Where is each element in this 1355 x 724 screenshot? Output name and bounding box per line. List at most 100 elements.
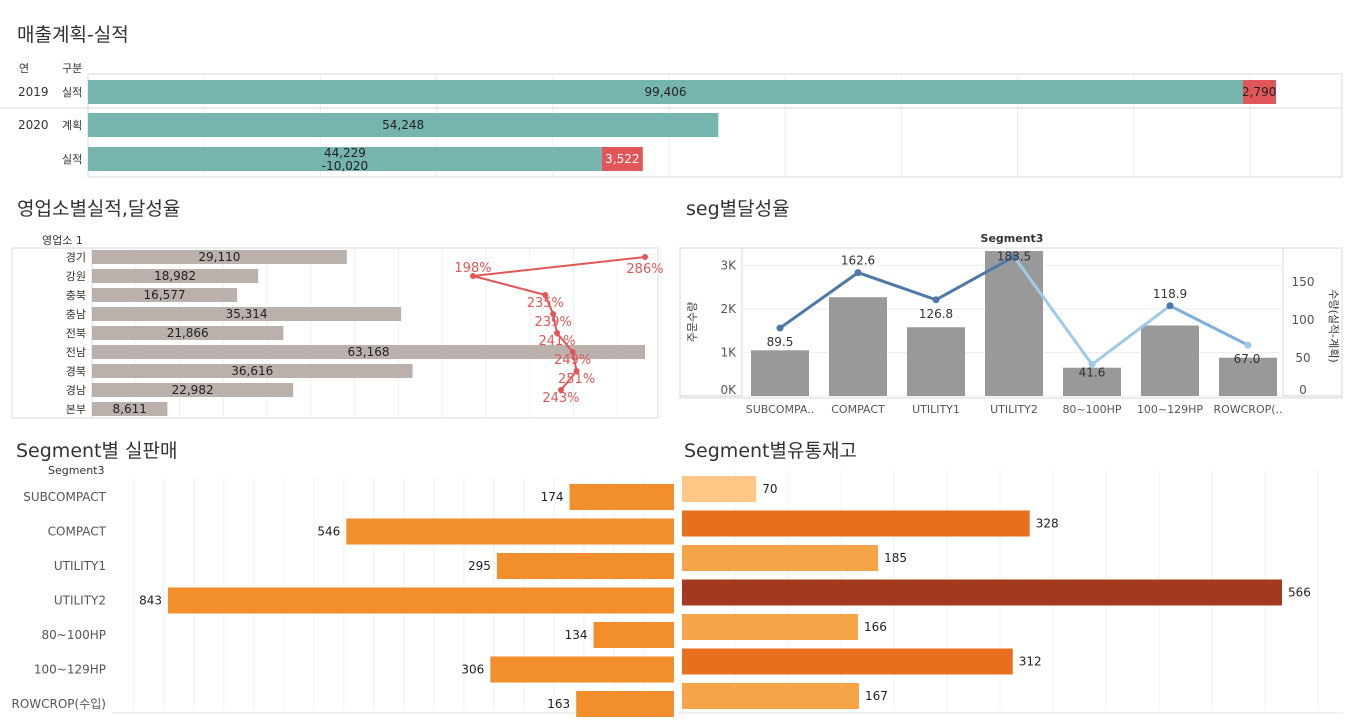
rate-label: 126.8 — [919, 307, 953, 321]
rate-label: 41.6 — [1079, 365, 1106, 379]
bar-third — [1275, 80, 1277, 104]
office-label: 강원 — [66, 270, 86, 283]
bar-sub-label: -10,020 — [322, 159, 368, 173]
rate-point — [569, 349, 576, 355]
right-tick: 0 — [1299, 383, 1307, 397]
segment-label: 100~129HP — [34, 663, 106, 677]
office-bar — [92, 326, 284, 340]
seg-bar — [985, 251, 1043, 396]
seg-category-label: SUBCOMPA.. — [746, 403, 814, 416]
office-bar-label: 21,866 — [167, 326, 209, 340]
office-bar — [92, 250, 347, 264]
rate-point — [1088, 360, 1096, 368]
sales-value-label: 134 — [565, 628, 588, 642]
seg-category-label: 100~129HP — [1137, 403, 1203, 416]
rate-label: 251% — [558, 372, 595, 387]
seg-bar — [1063, 367, 1121, 396]
office-label: 본부 — [66, 403, 86, 416]
office-bar-label: 35,314 — [226, 307, 268, 321]
seg-category-label: UTILITY1 — [912, 403, 960, 416]
rate-label: 183.5 — [997, 250, 1031, 264]
office-label: 전남 — [66, 346, 86, 359]
office-label: 충남 — [66, 308, 86, 321]
rate-point — [554, 330, 561, 336]
type-label: 실적 — [62, 86, 82, 99]
stock-value-label: 70 — [762, 482, 777, 496]
seg-bar — [907, 327, 965, 396]
rate-label: 286% — [626, 262, 663, 277]
left-tick: 0K — [720, 383, 737, 397]
rate-point — [776, 324, 784, 332]
stock-value-label: 312 — [1019, 655, 1042, 669]
type-label: 계획 — [62, 119, 82, 132]
office-bar-label: 63,168 — [348, 345, 390, 359]
segment-label: SUBCOMPACT — [23, 490, 106, 504]
sales-value-label: 843 — [139, 594, 162, 608]
rate-point — [854, 269, 862, 277]
bar-main — [88, 113, 719, 137]
stock-bar — [682, 614, 858, 640]
sales-value-label: 306 — [461, 663, 484, 677]
rate-point — [1244, 341, 1252, 349]
rate-label: 243% — [542, 391, 579, 406]
seg-category-label: COMPACT — [831, 403, 885, 416]
left-tick: 3K — [720, 258, 737, 272]
stock-value-label: 566 — [1288, 586, 1311, 600]
segment-label: COMPACT — [48, 525, 107, 539]
office-bar — [92, 269, 259, 283]
rate-label: 198% — [454, 261, 491, 276]
rate-point — [550, 311, 557, 317]
sales-bar — [593, 622, 674, 648]
seg-bar — [751, 350, 809, 396]
year-label: 2019 — [18, 85, 49, 99]
seg-category-label: 80~100HP — [1062, 403, 1121, 416]
segment-label: UTILITY1 — [54, 559, 106, 573]
rate-label: 239% — [535, 315, 572, 330]
office-bar — [92, 364, 413, 378]
stock-bar — [682, 648, 1013, 675]
right-axis-title: 수량(실적-계획) — [1327, 289, 1340, 362]
stock-bar — [682, 476, 757, 502]
sales-value-label: 174 — [541, 490, 564, 504]
sales-plan-title: 매출계획-실적 — [17, 24, 129, 46]
rate-line — [472, 256, 646, 391]
stock-bar — [682, 545, 879, 571]
rate-line-segment — [1091, 304, 1171, 366]
office-bar-label: 18,982 — [154, 269, 196, 283]
stock-value-label: 166 — [864, 620, 887, 634]
office-bar — [92, 383, 294, 397]
office-label: 충북 — [66, 289, 86, 302]
panel-frame — [679, 247, 1343, 399]
rate-line-segment — [1012, 255, 1094, 366]
stock-value-label: 167 — [865, 689, 888, 703]
type-column-header: 구분 — [62, 62, 83, 75]
office-bar — [92, 288, 238, 302]
seg-bar — [1141, 325, 1199, 396]
sales-bar — [490, 656, 674, 683]
rate-point — [932, 296, 940, 304]
left-axis-title: 주문수량 — [686, 302, 699, 342]
seg-bar — [1219, 357, 1277, 396]
seg-sales-chart: SUBCOMPACT 174 COMPACT 546 UTILITY1 295 UTILIT… — [12, 478, 674, 717]
bar-main — [88, 80, 1243, 104]
office-bar — [92, 307, 402, 321]
bar-second — [1243, 80, 1276, 104]
sales-bar — [569, 484, 674, 510]
rate-line-segment — [1169, 304, 1249, 347]
bar-main — [88, 147, 602, 171]
rate-label: 235% — [527, 296, 564, 311]
sales-bar — [168, 587, 674, 614]
stock-bar — [682, 510, 1030, 537]
office-bar-label: 16,577 — [144, 288, 186, 302]
office-bar-label: 8,611 — [113, 402, 147, 416]
office-label: 경기 — [66, 251, 86, 264]
rate-point — [642, 254, 648, 260]
seg-sales-title: Segment별 실판매 — [16, 440, 178, 462]
rate-point — [1010, 253, 1018, 261]
seg-bar — [829, 297, 887, 396]
sales-bar — [346, 518, 674, 545]
rate-label: 241% — [538, 334, 575, 349]
seg-chart-title: Segment3 — [981, 232, 1044, 245]
seg-rate-chart: Segment3 3K 2K 1K 0K 150 100 50 0 주문수량 수량(실적-계획) SU… — [679, 232, 1343, 416]
sales-bar — [496, 553, 674, 579]
